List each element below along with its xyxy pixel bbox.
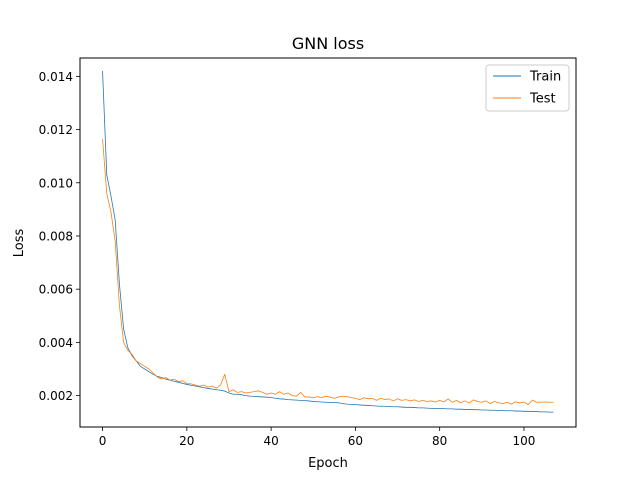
y-tick-label: 0.008 [39, 229, 73, 243]
y-tick-label: 0.002 [39, 389, 73, 403]
legend-label-train: Train [529, 70, 561, 85]
x-axis: 0 20 40 60 80 100 [99, 427, 536, 448]
y-tick-label: 0.004 [39, 336, 73, 350]
x-tick-label: 100 [513, 434, 536, 448]
y-tick-label: 0.012 [39, 123, 73, 137]
y-tick-label: 0.006 [39, 283, 73, 297]
axes-frame [79, 57, 577, 428]
series-line-train [102, 71, 554, 413]
y-axis-label: Loss [12, 229, 27, 258]
series-line-test [102, 138, 554, 406]
plot-area [102, 71, 554, 413]
x-axis-label: Epoch [308, 456, 348, 471]
chart-title: GNN loss [292, 34, 364, 53]
legend: Train Test [485, 64, 570, 112]
x-tick-label: 0 [99, 434, 107, 448]
legend-label-test: Test [529, 92, 556, 107]
legend-box [485, 64, 570, 112]
y-axis: 0.002 0.004 0.006 0.008 0.010 0.012 0.014 [39, 70, 80, 403]
x-tick-label: 80 [432, 434, 447, 448]
y-tick-label: 0.014 [39, 70, 73, 84]
y-tick-label: 0.010 [39, 176, 73, 190]
x-tick-label: 60 [348, 434, 363, 448]
x-tick-label: 20 [179, 434, 194, 448]
x-tick-label: 40 [263, 434, 278, 448]
